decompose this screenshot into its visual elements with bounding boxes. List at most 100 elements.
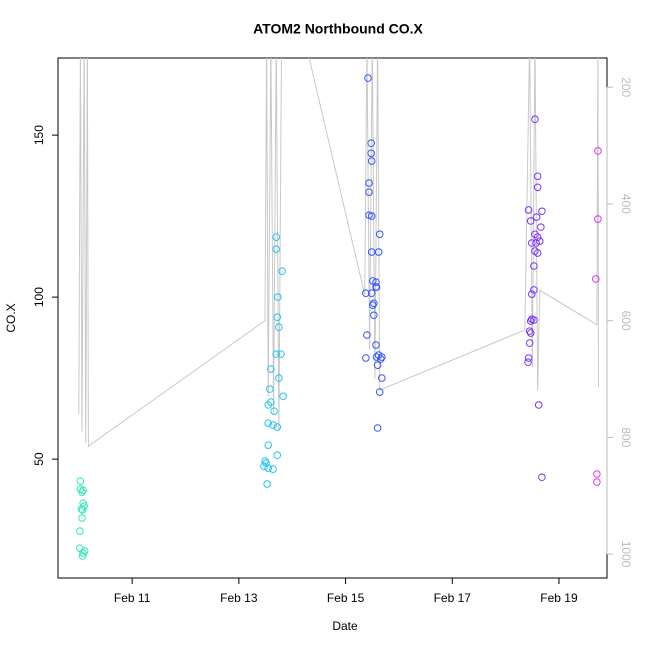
point: [77, 505, 86, 513]
point: [378, 374, 386, 382]
point: [272, 350, 281, 358]
point: [367, 289, 376, 298]
point: [264, 419, 273, 427]
point: [526, 317, 535, 325]
point: [526, 217, 535, 225]
point: [79, 486, 87, 494]
point: [278, 267, 286, 275]
point: [530, 262, 538, 270]
point: [269, 465, 277, 473]
y2-tick-label: 600: [619, 311, 633, 331]
point: [524, 206, 533, 214]
point: [538, 207, 546, 216]
point: [264, 464, 273, 472]
x-axis-label: Date: [332, 619, 358, 633]
point: [76, 527, 84, 535]
point: [378, 353, 386, 361]
point: [367, 212, 376, 220]
point: [263, 480, 271, 488]
point: [594, 147, 602, 155]
point: [267, 365, 275, 373]
point: [372, 341, 380, 349]
point: [272, 233, 281, 241]
point: [534, 401, 543, 409]
point: [593, 470, 601, 478]
point: [266, 385, 274, 393]
point: [537, 223, 545, 231]
point: [538, 473, 546, 482]
point: [364, 74, 372, 82]
point: [373, 424, 382, 432]
point: [78, 488, 86, 496]
point: [273, 423, 282, 431]
point: [80, 547, 89, 555]
point: [525, 327, 534, 335]
point: [531, 115, 539, 124]
y-axis-label: CO.X: [4, 303, 18, 332]
point: [260, 462, 268, 471]
point: [279, 392, 287, 401]
point: [525, 339, 534, 347]
point: [275, 323, 283, 332]
point: [78, 506, 87, 514]
point: [524, 354, 533, 362]
point: [264, 441, 273, 449]
x-tick-label: Feb 11: [114, 591, 151, 605]
plot-area: [76, 58, 602, 560]
point: [368, 301, 377, 310]
point: [533, 172, 542, 181]
point: [275, 374, 283, 382]
x-tick-label: Feb 17: [434, 591, 472, 605]
point: [365, 179, 373, 187]
point: [363, 331, 371, 339]
point: [524, 358, 532, 367]
x-tick-label: Feb 13: [220, 591, 258, 605]
point: [530, 286, 538, 294]
point: [362, 354, 370, 362]
point: [533, 249, 542, 257]
point: [376, 355, 385, 363]
point: [264, 401, 273, 409]
point: [532, 239, 540, 247]
x-tick-label: Feb 19: [540, 591, 578, 605]
point: [76, 544, 84, 552]
y2-tick-label: 800: [619, 427, 633, 447]
point: [372, 278, 380, 286]
point: [367, 139, 375, 148]
point: [593, 478, 601, 486]
point: [367, 157, 376, 165]
point: [274, 293, 282, 301]
chart-title: ATOM2 Northbound CO.X: [253, 21, 423, 37]
point: [261, 457, 269, 465]
point: [532, 213, 541, 221]
point: [533, 183, 542, 192]
point: [527, 239, 536, 247]
point: [269, 421, 277, 429]
point: [373, 361, 382, 369]
point: [375, 230, 384, 239]
x-tick-label: Feb 15: [327, 591, 365, 605]
point: [591, 275, 600, 283]
point: [362, 289, 370, 298]
point: [367, 149, 375, 158]
point: [76, 477, 85, 485]
point: [273, 313, 282, 321]
y2-tick-label: 1000: [619, 541, 633, 568]
y2-tick-label: 400: [619, 194, 633, 214]
profile-line: [78, 58, 599, 448]
y-tick-label: 150: [32, 125, 46, 145]
y2-tick-label: 200: [619, 77, 633, 97]
point: [375, 388, 384, 396]
point: [78, 552, 87, 560]
point: [370, 311, 378, 320]
point: [270, 407, 278, 415]
point: [530, 316, 538, 324]
point: [594, 215, 602, 223]
point: [78, 514, 86, 522]
y-tick-label: 100: [32, 287, 46, 307]
point: [277, 350, 285, 358]
point: [372, 283, 381, 291]
point: [79, 549, 87, 557]
point: [526, 329, 535, 337]
